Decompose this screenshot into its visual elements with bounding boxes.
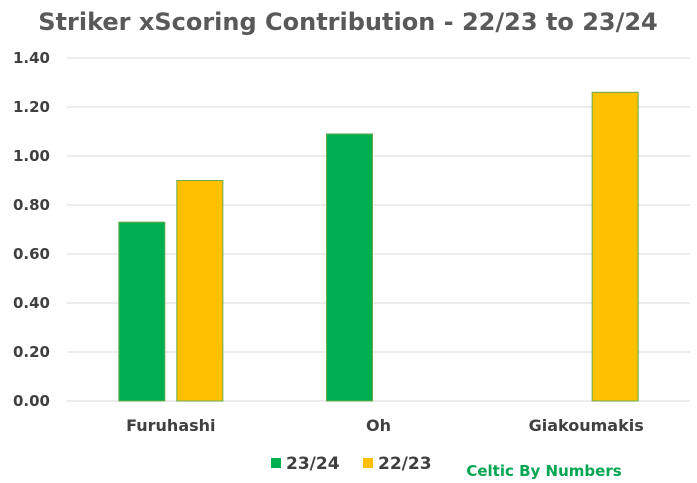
legend-swatch bbox=[363, 458, 373, 468]
legend-swatch bbox=[271, 458, 281, 468]
chart-title: Striker xScoring Contribution - 22/23 to… bbox=[38, 8, 658, 36]
bar-22-23-furuhashi bbox=[176, 180, 224, 402]
legend-label: 22/23 bbox=[378, 454, 432, 474]
y-tick-label: 1.40 bbox=[13, 49, 50, 67]
gridlines bbox=[67, 57, 690, 402]
y-tick-label: 0.20 bbox=[13, 343, 50, 361]
y-tick-label: 0.00 bbox=[13, 392, 50, 410]
bars bbox=[118, 91, 639, 402]
y-tick-label: 1.00 bbox=[13, 147, 50, 165]
legend: 23/24 22/23 bbox=[271, 454, 432, 474]
legend-label: 23/24 bbox=[286, 454, 340, 474]
x-category-label: Oh bbox=[366, 416, 391, 435]
y-axis-ticks: 0.00 0.20 0.40 0.60 0.80 1.00 1.20 1.40 bbox=[13, 49, 50, 410]
y-tick-label: 1.20 bbox=[13, 98, 50, 116]
y-tick-label: 0.40 bbox=[13, 294, 50, 312]
y-tick-label: 0.80 bbox=[13, 196, 50, 214]
x-axis-categories: Furuhashi Oh Giakoumakis bbox=[126, 416, 644, 435]
x-category-label: Furuhashi bbox=[126, 416, 215, 435]
bar-23-24-oh bbox=[326, 133, 373, 402]
x-category-label: Giakoumakis bbox=[529, 416, 644, 435]
credit-label: Celtic By Numbers bbox=[466, 462, 621, 480]
bar-23-24-furuhashi bbox=[118, 221, 166, 402]
bar-22-23-giakoumakis bbox=[591, 91, 639, 402]
y-tick-label: 0.60 bbox=[13, 245, 50, 263]
